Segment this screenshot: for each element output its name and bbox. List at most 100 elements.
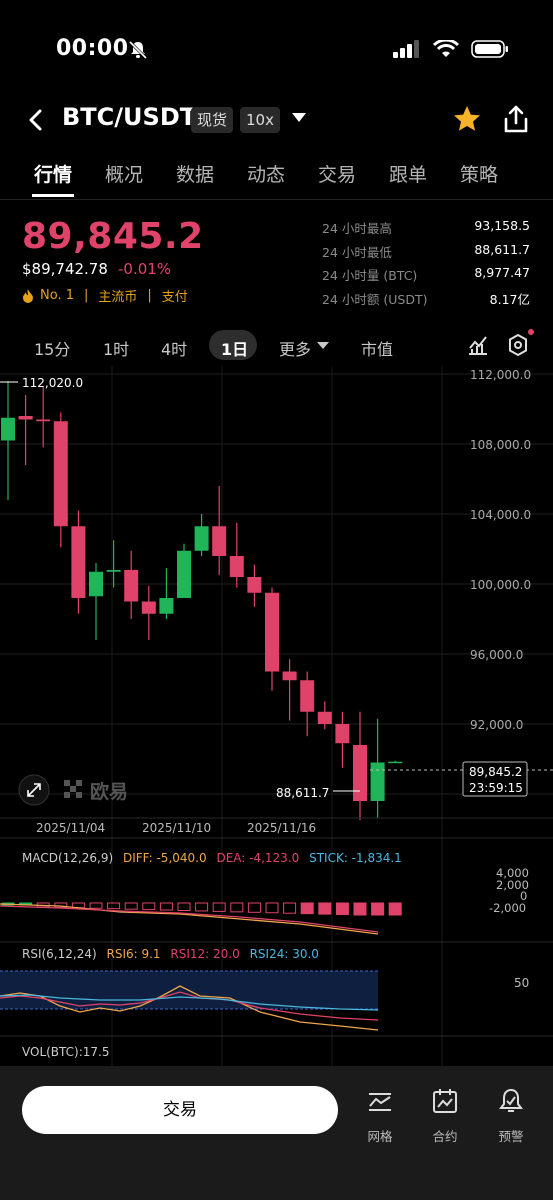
tag-payment[interactable]: 支付 <box>161 290 188 305</box>
macd-dea-line <box>0 905 379 933</box>
stat-label: 24 小时最高 <box>322 221 392 236</box>
current-price-box <box>462 761 528 797</box>
timeframe-4h[interactable]: 4时 <box>161 340 188 359</box>
tag-mainstream[interactable]: 主流币 <box>98 290 138 305</box>
tab-news[interactable]: 动态 <box>247 164 286 186</box>
tab-data[interactable]: 数据 <box>176 164 215 186</box>
tab-copy[interactable]: 跟单 <box>389 164 428 186</box>
back-arrow-icon[interactable] <box>24 108 48 132</box>
expand-icon <box>27 783 41 797</box>
candle-body <box>89 571 103 597</box>
wifi-icon <box>433 40 459 57</box>
y-axis-label: 104,000.0 <box>470 508 531 522</box>
candle-body <box>71 526 86 598</box>
favorite-star-icon[interactable] <box>452 104 482 134</box>
rsi12-line <box>0 991 379 1021</box>
macd-bar <box>142 902 156 911</box>
status-right <box>393 40 509 58</box>
candle-body <box>106 570 121 572</box>
trade-button[interactable]: 交易 <box>22 1086 338 1134</box>
macd-params: MACD(12,26,9) <box>22 851 113 865</box>
indicator-icon[interactable] <box>467 334 489 356</box>
settings-icon[interactable] <box>507 333 529 357</box>
low-marker-label: 88,611.7 <box>276 786 329 800</box>
tab-trade[interactable]: 交易 <box>318 164 357 186</box>
separator: | <box>147 288 152 303</box>
tab-strategy[interactable]: 策略 <box>460 164 499 186</box>
candle-body <box>177 550 191 598</box>
usd-price: $89,742.78 <box>22 260 108 278</box>
candle-body <box>53 421 68 527</box>
date-label: 2025/11/10 <box>142 821 211 835</box>
candle-body <box>388 761 403 764</box>
rsi12-value: RSI12: 20.0 <box>170 947 239 961</box>
candle-body <box>18 416 33 420</box>
stats-panel: 24 小时最高 93,158.5 24 小时最低 88,611.7 24 小时量… <box>322 218 530 312</box>
macd-bar <box>159 902 173 911</box>
alert-button[interactable]: 预警 <box>488 1086 534 1145</box>
macd-tick: 4,000 <box>496 866 529 880</box>
status-time: 00:00 <box>56 36 129 61</box>
stat-row: 24 小时量 (BTC) 8,977.47 <box>322 265 530 289</box>
pair-title[interactable]: BTC/USDT <box>62 103 197 131</box>
timeframe-more[interactable]: 更多 <box>279 340 312 359</box>
timeframe-15m[interactable]: 15分 <box>34 340 71 359</box>
rsi6-line <box>0 985 379 1031</box>
candle-body <box>141 601 156 614</box>
alert-label: 预警 <box>498 1129 524 1144</box>
leverage-tag: 10x <box>240 107 280 133</box>
rank-label[interactable]: No. 1 <box>40 288 74 303</box>
vol-title: VOL(BTC):17.5 <box>22 1045 110 1059</box>
macd-bar <box>335 902 349 916</box>
macd-bar <box>177 902 191 911</box>
rsi6-value: RSI6: 9.1 <box>107 947 161 961</box>
battery-icon <box>471 40 508 58</box>
bell-muted-icon <box>128 40 148 60</box>
candle-body <box>300 680 315 712</box>
candle-body <box>124 570 139 602</box>
candle-body <box>353 745 367 801</box>
current-price-label: 89,845.2 <box>469 765 522 779</box>
last-price: 89,845.2 <box>22 216 204 257</box>
timeframe-1h[interactable]: 1时 <box>103 340 130 359</box>
timeframe-1d[interactable]: 1日 <box>221 340 249 359</box>
okx-logo <box>64 780 82 798</box>
tab-market[interactable]: 行情 <box>34 164 73 186</box>
timeframe-market-cap[interactable]: 市值 <box>361 340 394 359</box>
active-timeframe-pill <box>209 330 257 360</box>
candle-body <box>335 724 350 744</box>
more-dropdown-icon[interactable] <box>317 342 329 349</box>
candle-body <box>370 762 385 801</box>
candle-body <box>229 556 244 577</box>
macd-tick: -2,000 <box>489 901 526 915</box>
macd-tick: 2,000 <box>496 878 529 892</box>
signal-icon <box>393 40 419 58</box>
y-axis-label: 100,000.0 <box>470 578 531 592</box>
y-axis-label: 96,000.0 <box>470 648 523 662</box>
y-axis-label: 112,000.0 <box>470 368 531 382</box>
share-icon[interactable] <box>502 104 530 134</box>
divider <box>0 199 553 200</box>
price-change: -0.01% <box>118 260 172 278</box>
y-axis-label: 108,000.0 <box>470 438 531 452</box>
stat-label: 24 小时量 (BTC) <box>322 268 418 283</box>
macd-title: MACD(12,26,9) DIFF: -5,040.0 DEA: -4,123… <box>22 851 402 865</box>
candlestick-chart[interactable]: 112,000.0 108,000.0 104,000.0 100,000.0 96,0… <box>0 366 553 1066</box>
pair-dropdown-icon[interactable] <box>292 113 306 122</box>
rsi-tick: 50 <box>514 976 529 990</box>
rsi-title: RSI(6,12,24) RSI6: 9.1 RSI12: 20.0 RSI24… <box>22 947 319 961</box>
macd-bar <box>230 902 244 913</box>
candle-body <box>36 419 51 422</box>
high-marker-label: 112,020.0 <box>22 376 83 390</box>
macd-bar <box>54 902 68 908</box>
grid-button[interactable]: 网格 <box>357 1086 403 1145</box>
macd-bar <box>124 902 138 910</box>
stat-row: 24 小时额 (USDT) 8.17亿 <box>322 289 530 313</box>
macd-bar <box>89 902 103 909</box>
macd-bar <box>283 902 297 914</box>
contract-button[interactable]: 合约 <box>422 1086 468 1145</box>
macd-bar <box>300 902 314 915</box>
tab-overview[interactable]: 概况 <box>105 164 144 186</box>
stat-label: 24 小时额 (USDT) <box>322 291 428 307</box>
watermark-text: 欧易 <box>90 780 128 803</box>
